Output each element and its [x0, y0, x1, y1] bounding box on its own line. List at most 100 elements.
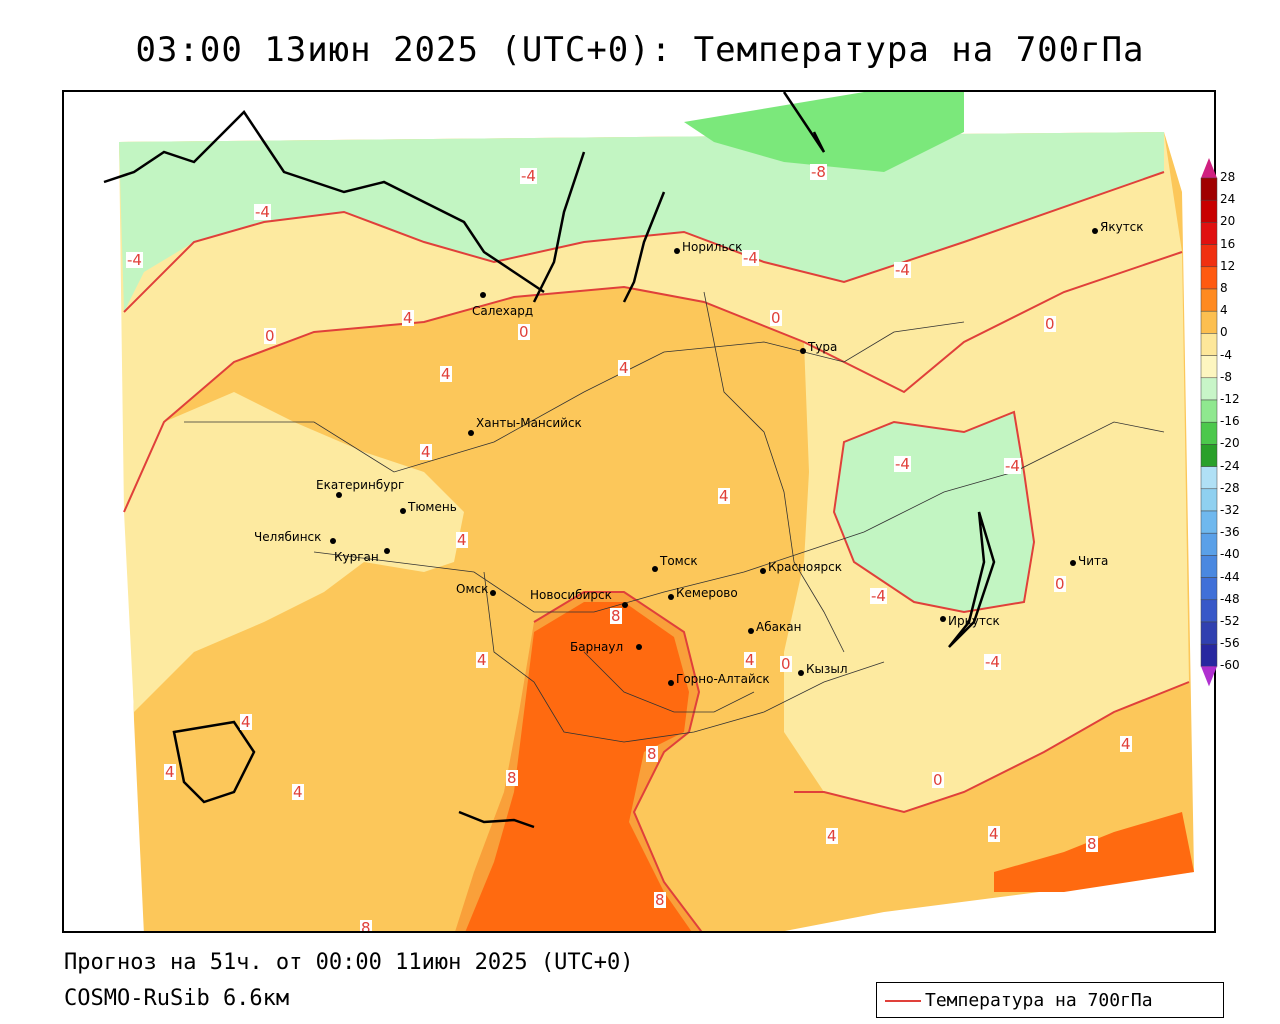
colorbar-tick-label: 4: [1220, 303, 1228, 318]
colorbar-tick-label: -16: [1220, 414, 1240, 429]
isoline-label: 8: [654, 891, 666, 909]
isoline-label: -4: [870, 587, 887, 605]
city-label-kyzyl: Кызыл: [806, 662, 848, 676]
city-label-kemerovo: Кемерово: [676, 586, 738, 600]
colorbar-segment: [1200, 421, 1218, 445]
city-dot-krasnoyarsk: [760, 568, 766, 574]
city-dot-kurgan: [384, 548, 390, 554]
colorbar-tick-label: 0: [1220, 325, 1228, 340]
city-dot-chelyabinsk: [330, 538, 336, 544]
isoline-label: 4: [164, 763, 176, 781]
city-label-barnaul: Барнаул: [570, 640, 624, 654]
colorbar-segment: [1200, 444, 1218, 467]
legend-label: Температура на 700гПа: [925, 990, 1153, 1011]
isoline-label: -4: [742, 249, 759, 267]
isoline-label: 4: [240, 713, 252, 731]
colorbar-segment: [1200, 355, 1218, 379]
colorbar-tick-label: -20: [1220, 436, 1240, 451]
isoline-label: -4: [520, 167, 537, 185]
colorbar-segment: [1200, 532, 1218, 556]
colorbar-segment: [1200, 266, 1218, 290]
city-label-norilsk: Норильск: [682, 240, 743, 254]
city-label-salekhard: Салехард: [472, 304, 534, 318]
city-dot-abakan: [748, 628, 754, 634]
colorbar-tick-label: -36: [1220, 525, 1240, 540]
colorbar-tick-label: 24: [1220, 192, 1236, 207]
temperature-field: [64, 92, 1214, 931]
city-label-irkutsk: Иркутск: [948, 614, 1000, 628]
isoline-label: 4: [440, 365, 452, 383]
isoline-label: 4: [402, 309, 414, 327]
city-dot-yakutsk: [1092, 228, 1098, 234]
colorbar-segment: [1200, 288, 1218, 312]
isoline-label: 4: [456, 531, 468, 549]
city-dot-kyzyl: [798, 670, 804, 676]
city-label-gorno-altaysk: Горно-Алтайск: [676, 672, 770, 686]
city-dot-omsk: [490, 590, 496, 596]
city-dot-salekhard: [480, 292, 486, 298]
colorbar-tick-label: -24: [1220, 458, 1240, 473]
isoline-label: 8: [360, 920, 372, 931]
isoline-label: -4: [254, 203, 271, 221]
isoline-label: -8: [810, 163, 827, 181]
colorbar-tick-label: 16: [1220, 236, 1236, 251]
city-dot-kemerovo: [668, 594, 674, 600]
legend-line-swatch: [885, 1000, 921, 1002]
colorbar-tick-label: -4: [1220, 347, 1232, 362]
isoline-label: 8: [506, 769, 518, 787]
city-label-tyumen: Тюмень: [408, 500, 457, 514]
colorbar-max-arrow: [1201, 158, 1217, 178]
map-panel: Якутск Норильск Салехард Тура Ханты-Манс…: [62, 90, 1216, 933]
city-dot-norilsk: [674, 248, 680, 254]
isoline-label: 4: [1120, 735, 1132, 753]
city-label-ekaterinburg: Екатеринбург: [316, 478, 405, 492]
isoline-label: -4: [894, 261, 911, 279]
city-dot-gorno-altaysk: [668, 680, 674, 686]
city-dot-khanty-mansiysk: [468, 430, 474, 436]
colorbar-tick-label: -8: [1220, 369, 1232, 384]
colorbar-segment: [1200, 621, 1218, 645]
city-dot-chita: [1070, 560, 1076, 566]
colorbar-segment: [1200, 466, 1218, 490]
legend: Температура на 700гПа: [876, 982, 1224, 1018]
city-dot-novosibirsk: [622, 602, 628, 608]
isoline-label: 0: [770, 309, 782, 327]
map-title: 03:00 13июн 2025 (UTC+0): Температура на…: [135, 30, 1145, 70]
colorbar-segment: [1200, 643, 1218, 667]
isoline-label: 0: [1054, 575, 1066, 593]
city-label-chelyabinsk: Челябинск: [254, 530, 322, 544]
colorbar-segment: [1200, 199, 1218, 223]
city-label-novosibirsk: Новосибирск: [530, 588, 612, 602]
city-dot-irkutsk: [940, 616, 946, 622]
colorbar-tick-label: 28: [1220, 170, 1236, 184]
colorbar-segment: [1200, 488, 1218, 512]
colorbar-segment: [1200, 222, 1218, 245]
city-dot-tomsk: [652, 566, 658, 572]
isoline-label: 4: [826, 827, 838, 845]
isoline-label: -4: [1004, 457, 1021, 475]
colorbar-tick-label: -48: [1220, 591, 1240, 606]
colorbar-tick-label: -32: [1220, 503, 1240, 517]
colorbar-segment: [1200, 177, 1218, 201]
isoline-label: 0: [264, 327, 276, 345]
city-label-tura: Тура: [808, 340, 838, 354]
colorbar-segment: [1200, 510, 1218, 534]
isoline-label: 4: [420, 443, 432, 461]
isoline-label: 0: [932, 771, 944, 789]
city-label-krasnoyarsk: Красноярск: [768, 560, 842, 574]
isoline-label: 8: [1086, 835, 1098, 853]
isoline-label: 4: [292, 783, 304, 801]
isoline-label: -4: [984, 653, 1001, 671]
colorbar-tick-label: -28: [1220, 480, 1240, 495]
isoline-label: 4: [476, 651, 488, 669]
city-label-chita: Чита: [1078, 554, 1109, 568]
isoline-label: 4: [744, 651, 756, 669]
city-label-yakutsk: Якутск: [1100, 220, 1144, 234]
colorbar-segment: [1200, 399, 1218, 423]
colorbar-tick-label: 8: [1220, 281, 1228, 295]
colorbar-segment: [1200, 577, 1218, 601]
colorbar: [1200, 158, 1218, 687]
city-label-omsk: Омск: [456, 582, 489, 596]
colorbar-segment: [1200, 310, 1218, 334]
isoline-label: -4: [894, 455, 911, 473]
